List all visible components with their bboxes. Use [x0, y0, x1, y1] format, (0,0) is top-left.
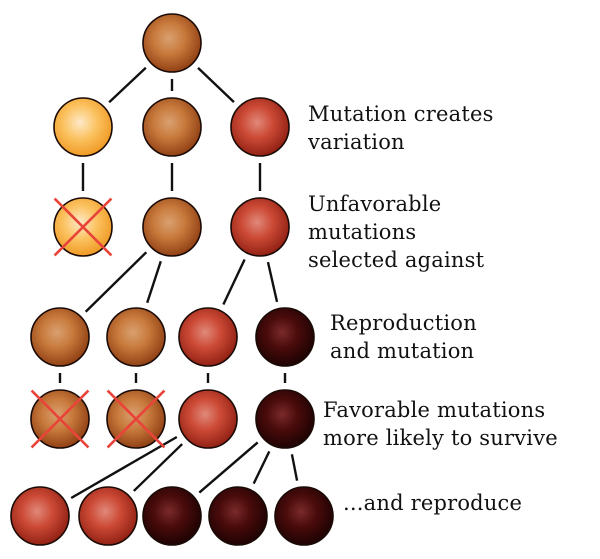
- edge-n14-n17: [198, 441, 259, 494]
- organism-dark-n18: [208, 486, 268, 546]
- label-line: mutations: [308, 220, 417, 244]
- organism-circle: [10, 486, 70, 546]
- tree-nodes: [10, 13, 334, 546]
- organism-circle: [178, 389, 238, 449]
- organism-red-n16: [78, 486, 138, 546]
- organism-circle: [142, 197, 202, 257]
- edge-n14-n19: [290, 454, 299, 481]
- organism-red-n9: [178, 307, 238, 367]
- edge-n14-n18: [252, 450, 271, 485]
- organism-orange-n12: [106, 389, 166, 449]
- organism-circle: [255, 307, 315, 367]
- label-line: Reproduction: [330, 311, 477, 335]
- organism-red-n6: [230, 197, 290, 257]
- label-unfavorable-mutations: Unfavorable mutations selected against: [308, 190, 484, 274]
- organism-circle: [142, 97, 202, 157]
- organism-orange-n7: [30, 307, 90, 367]
- organism-circle: [255, 389, 315, 449]
- label-and-reproduce: ...and reproduce: [343, 489, 522, 517]
- edge-n13-n15: [70, 435, 178, 500]
- organism-orange-n5: [142, 197, 202, 257]
- label-line: and mutation: [330, 339, 475, 363]
- organism-circle: [208, 486, 268, 546]
- label-favorable-mutations: Favorable mutations more likely to survi…: [323, 396, 558, 452]
- organism-yellow-n4: [53, 197, 113, 257]
- label-line: selected against: [308, 248, 485, 272]
- organism-orange-n0: [142, 13, 202, 73]
- organism-orange-n11: [30, 389, 90, 449]
- organism-circle: [78, 486, 138, 546]
- label-line: more likely to survive: [323, 426, 558, 450]
- organism-circle: [274, 486, 334, 546]
- cross-mark: [30, 389, 90, 449]
- organism-circle: [30, 307, 90, 367]
- edge-n0-n1: [108, 66, 147, 104]
- organism-red-n15: [10, 486, 70, 546]
- organism-circle: [142, 13, 202, 73]
- label-line: variation: [308, 130, 405, 154]
- label-mutation-creates-variation: Mutation creates variation: [308, 100, 494, 156]
- label-line: ...and reproduce: [343, 491, 523, 515]
- organism-dark-n14: [255, 389, 315, 449]
- organism-orange-n2: [142, 97, 202, 157]
- label-line: Favorable mutations: [323, 398, 546, 422]
- edge-n5-n8: [146, 260, 162, 304]
- edge-n6-n10: [266, 261, 279, 303]
- organism-yellow-n1: [53, 97, 113, 157]
- edge-n5-n7: [84, 251, 148, 313]
- tree-edges: [58, 66, 299, 500]
- organism-circle: [142, 486, 202, 546]
- organism-orange-n8: [106, 307, 166, 367]
- cross-mark: [106, 389, 166, 449]
- label-reproduction-and-mutation: Reproduction and mutation: [330, 309, 477, 365]
- organism-red-n3: [230, 97, 290, 157]
- organism-dark-n10: [255, 307, 315, 367]
- organism-circle: [53, 97, 113, 157]
- label-line: Unfavorable: [308, 192, 442, 216]
- organism-dark-n17: [142, 486, 202, 546]
- organism-circle: [106, 307, 166, 367]
- organism-red-n13: [178, 389, 238, 449]
- organism-dark-n19: [274, 486, 334, 546]
- organism-circle: [230, 97, 290, 157]
- edge-n13-n16: [133, 443, 183, 492]
- organism-circle: [230, 197, 290, 257]
- organism-circle: [178, 307, 238, 367]
- edge-n0-n3: [197, 66, 235, 104]
- cross-mark: [53, 197, 113, 257]
- edge-n6-n9: [222, 259, 246, 305]
- label-line: Mutation creates: [308, 102, 494, 126]
